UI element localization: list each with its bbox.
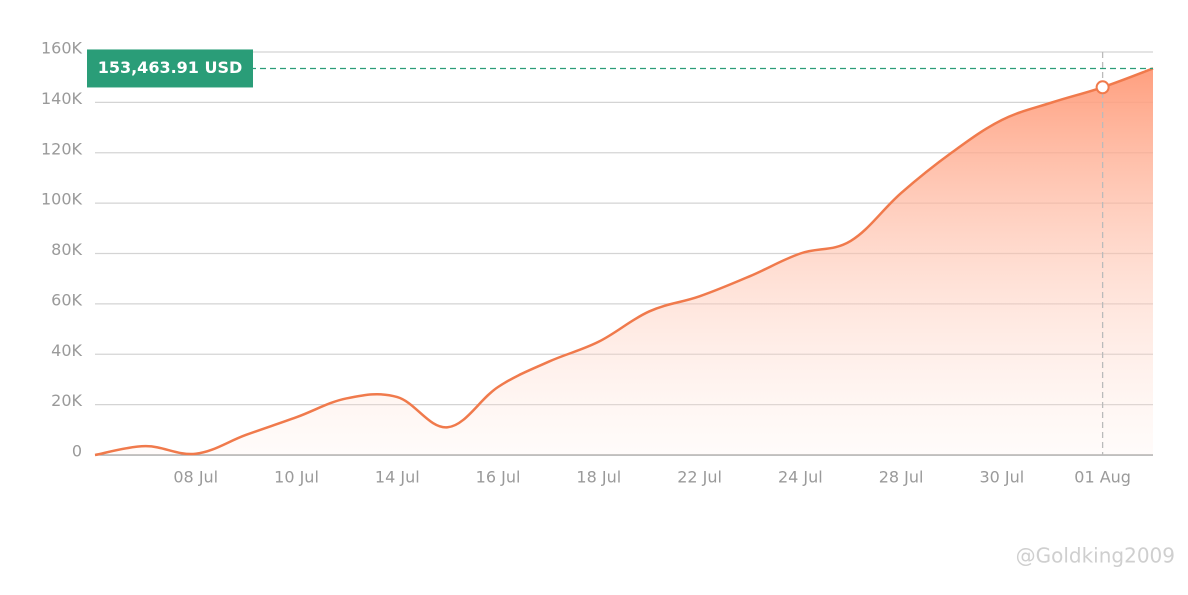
y-tick-label: 60K bbox=[51, 290, 82, 309]
y-tick-label: 100K bbox=[41, 190, 83, 209]
y-tick-label: 20K bbox=[51, 391, 82, 410]
x-tick-label: 16 Jul bbox=[476, 468, 521, 487]
y-tick-label: 0 bbox=[72, 442, 82, 461]
x-tick-label: 08 Jul bbox=[173, 468, 218, 487]
x-tick-label: 01 Aug bbox=[1074, 468, 1131, 487]
value-badge bbox=[87, 49, 253, 88]
y-tick-label: 80K bbox=[51, 240, 82, 259]
watermark: @Goldking2009 bbox=[1016, 544, 1175, 568]
x-tick-label: 10 Jul bbox=[274, 468, 319, 487]
y-tick-label: 140K bbox=[41, 89, 83, 108]
x-tick-label: 14 Jul bbox=[375, 468, 420, 487]
x-tick-label: 24 Jul bbox=[778, 468, 823, 487]
y-tick-label: 160K bbox=[41, 39, 83, 58]
value-badge-text: 153,463.91 USD bbox=[98, 58, 243, 77]
area bbox=[95, 68, 1153, 456]
y-tick-label: 40K bbox=[51, 341, 82, 360]
x-tick-label: 18 Jul bbox=[576, 468, 621, 487]
x-tick-label: 22 Jul bbox=[677, 468, 722, 487]
y-tick-label: 120K bbox=[41, 139, 83, 158]
line bbox=[94, 67, 1154, 457]
hover-marker bbox=[1095, 80, 1110, 95]
x-tick-label: 30 Jul bbox=[979, 468, 1024, 487]
x-tick-label: 28 Jul bbox=[879, 468, 924, 487]
